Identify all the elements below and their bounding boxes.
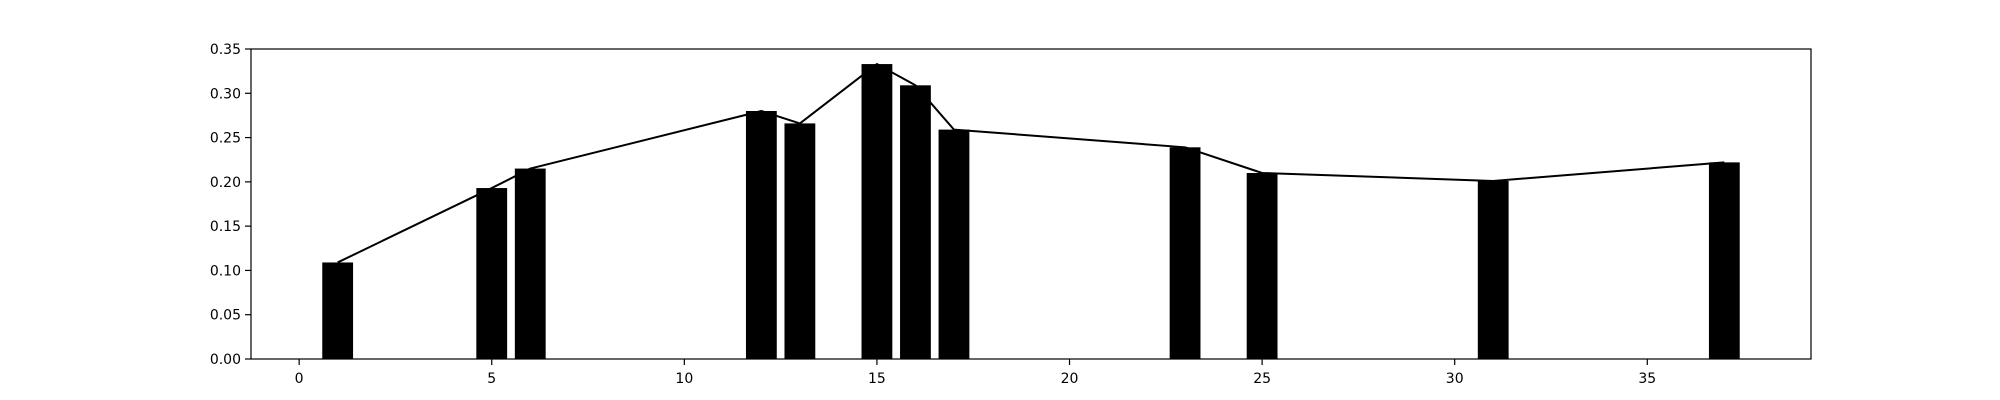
bar-12 <box>745 111 777 359</box>
bar-23 <box>1169 147 1201 359</box>
y-tick-label: 0.30 <box>210 86 241 102</box>
x-tick-label: 30 <box>1446 371 1464 387</box>
line-layer <box>337 63 1725 264</box>
bar-31 <box>1477 180 1509 359</box>
y-tick-label: 0.05 <box>210 308 241 324</box>
y-tick-label: 0.10 <box>210 263 241 279</box>
bar-13 <box>784 123 816 360</box>
plot-frame <box>250 48 1812 360</box>
bar-6 <box>514 168 546 359</box>
bar-17 <box>938 129 970 359</box>
bar-25 <box>1246 173 1278 359</box>
bar-1 <box>322 262 354 359</box>
bar-16 <box>900 85 931 359</box>
y-tick-label: 0.20 <box>210 175 241 191</box>
y-tick-label: 0.25 <box>210 131 241 147</box>
y-tick-label: 0.00 <box>210 352 241 368</box>
bar-15 <box>861 64 893 359</box>
x-tick-label: 10 <box>675 371 693 387</box>
x-tick-label: 5 <box>487 371 496 387</box>
y-tick-label: 0.35 <box>210 42 241 58</box>
y-tick-label: 0.15 <box>210 219 241 235</box>
series-line <box>337 63 1725 264</box>
axes-layer <box>250 48 1812 360</box>
x-tick-label: 25 <box>1253 371 1271 387</box>
bar-37 <box>1708 162 1740 359</box>
x-tick-label: 20 <box>1061 371 1079 387</box>
bars-layer <box>322 64 1740 360</box>
x-tick-label: 0 <box>295 371 304 387</box>
x-tick-label: 15 <box>868 371 886 387</box>
bar-5 <box>476 188 508 359</box>
x-tick-label: 35 <box>1638 371 1656 387</box>
ticks-layer: 0 5 10 15 20 25 30 35 0.00 0.05 0.10 0.15 0.20 0.25 0.… <box>210 42 1656 387</box>
